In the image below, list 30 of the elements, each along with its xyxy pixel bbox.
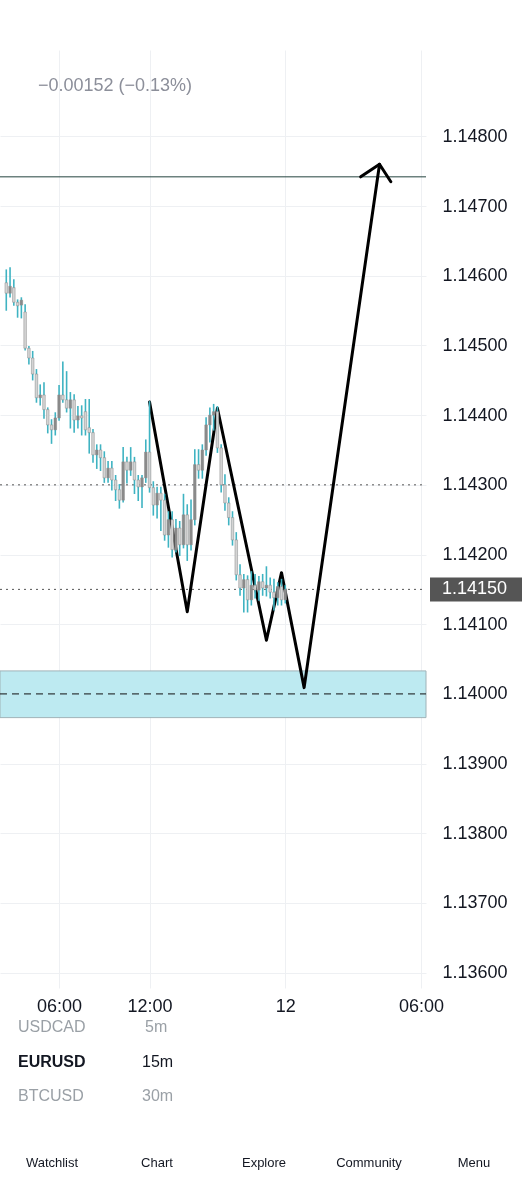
y-tick-label: 1.14500 [442, 334, 508, 355]
text: Watchlist [25, 1155, 79, 1170]
y-tick-label: 1.14100 [442, 613, 508, 634]
y-tick-label: 1.14800 [442, 125, 508, 146]
text: USDCAD [18, 1018, 86, 1035]
x-tick-label: 12 [275, 995, 296, 1016]
text: 30m [142, 1087, 174, 1104]
y-tick-label: 1.14200 [442, 544, 508, 565]
y-tick-label: 1.13600 [442, 962, 508, 983]
y-tick-label: 1.13900 [442, 753, 508, 774]
annotation: −0.00152 (−0.13%) [38, 75, 193, 95]
text: Community [336, 1155, 403, 1170]
text: Explore [241, 1155, 287, 1170]
y-tick-label: 1.13800 [442, 822, 508, 843]
y-tick-label: 1.14300 [442, 474, 508, 495]
text: Chart [141, 1155, 174, 1170]
y-tick-label: 1.14400 [442, 404, 508, 425]
ref-line-label: 1.14150 [442, 578, 508, 599]
y-tick-label: 1.13700 [442, 892, 508, 913]
y-tick-label: 1.14600 [442, 265, 508, 286]
text: Menu [457, 1155, 491, 1170]
text: 15m [142, 1053, 174, 1070]
text: 5m [145, 1018, 168, 1035]
y-tick-label: 1.14000 [442, 683, 508, 704]
text: EURUSD [18, 1053, 86, 1070]
text: BTCUSD [18, 1087, 84, 1104]
y-tick-label: 1.14700 [442, 195, 508, 216]
x-tick-label: 06:00 [37, 995, 83, 1016]
x-tick-label: 12:00 [127, 995, 173, 1016]
x-tick-label: 06:00 [398, 995, 445, 1016]
